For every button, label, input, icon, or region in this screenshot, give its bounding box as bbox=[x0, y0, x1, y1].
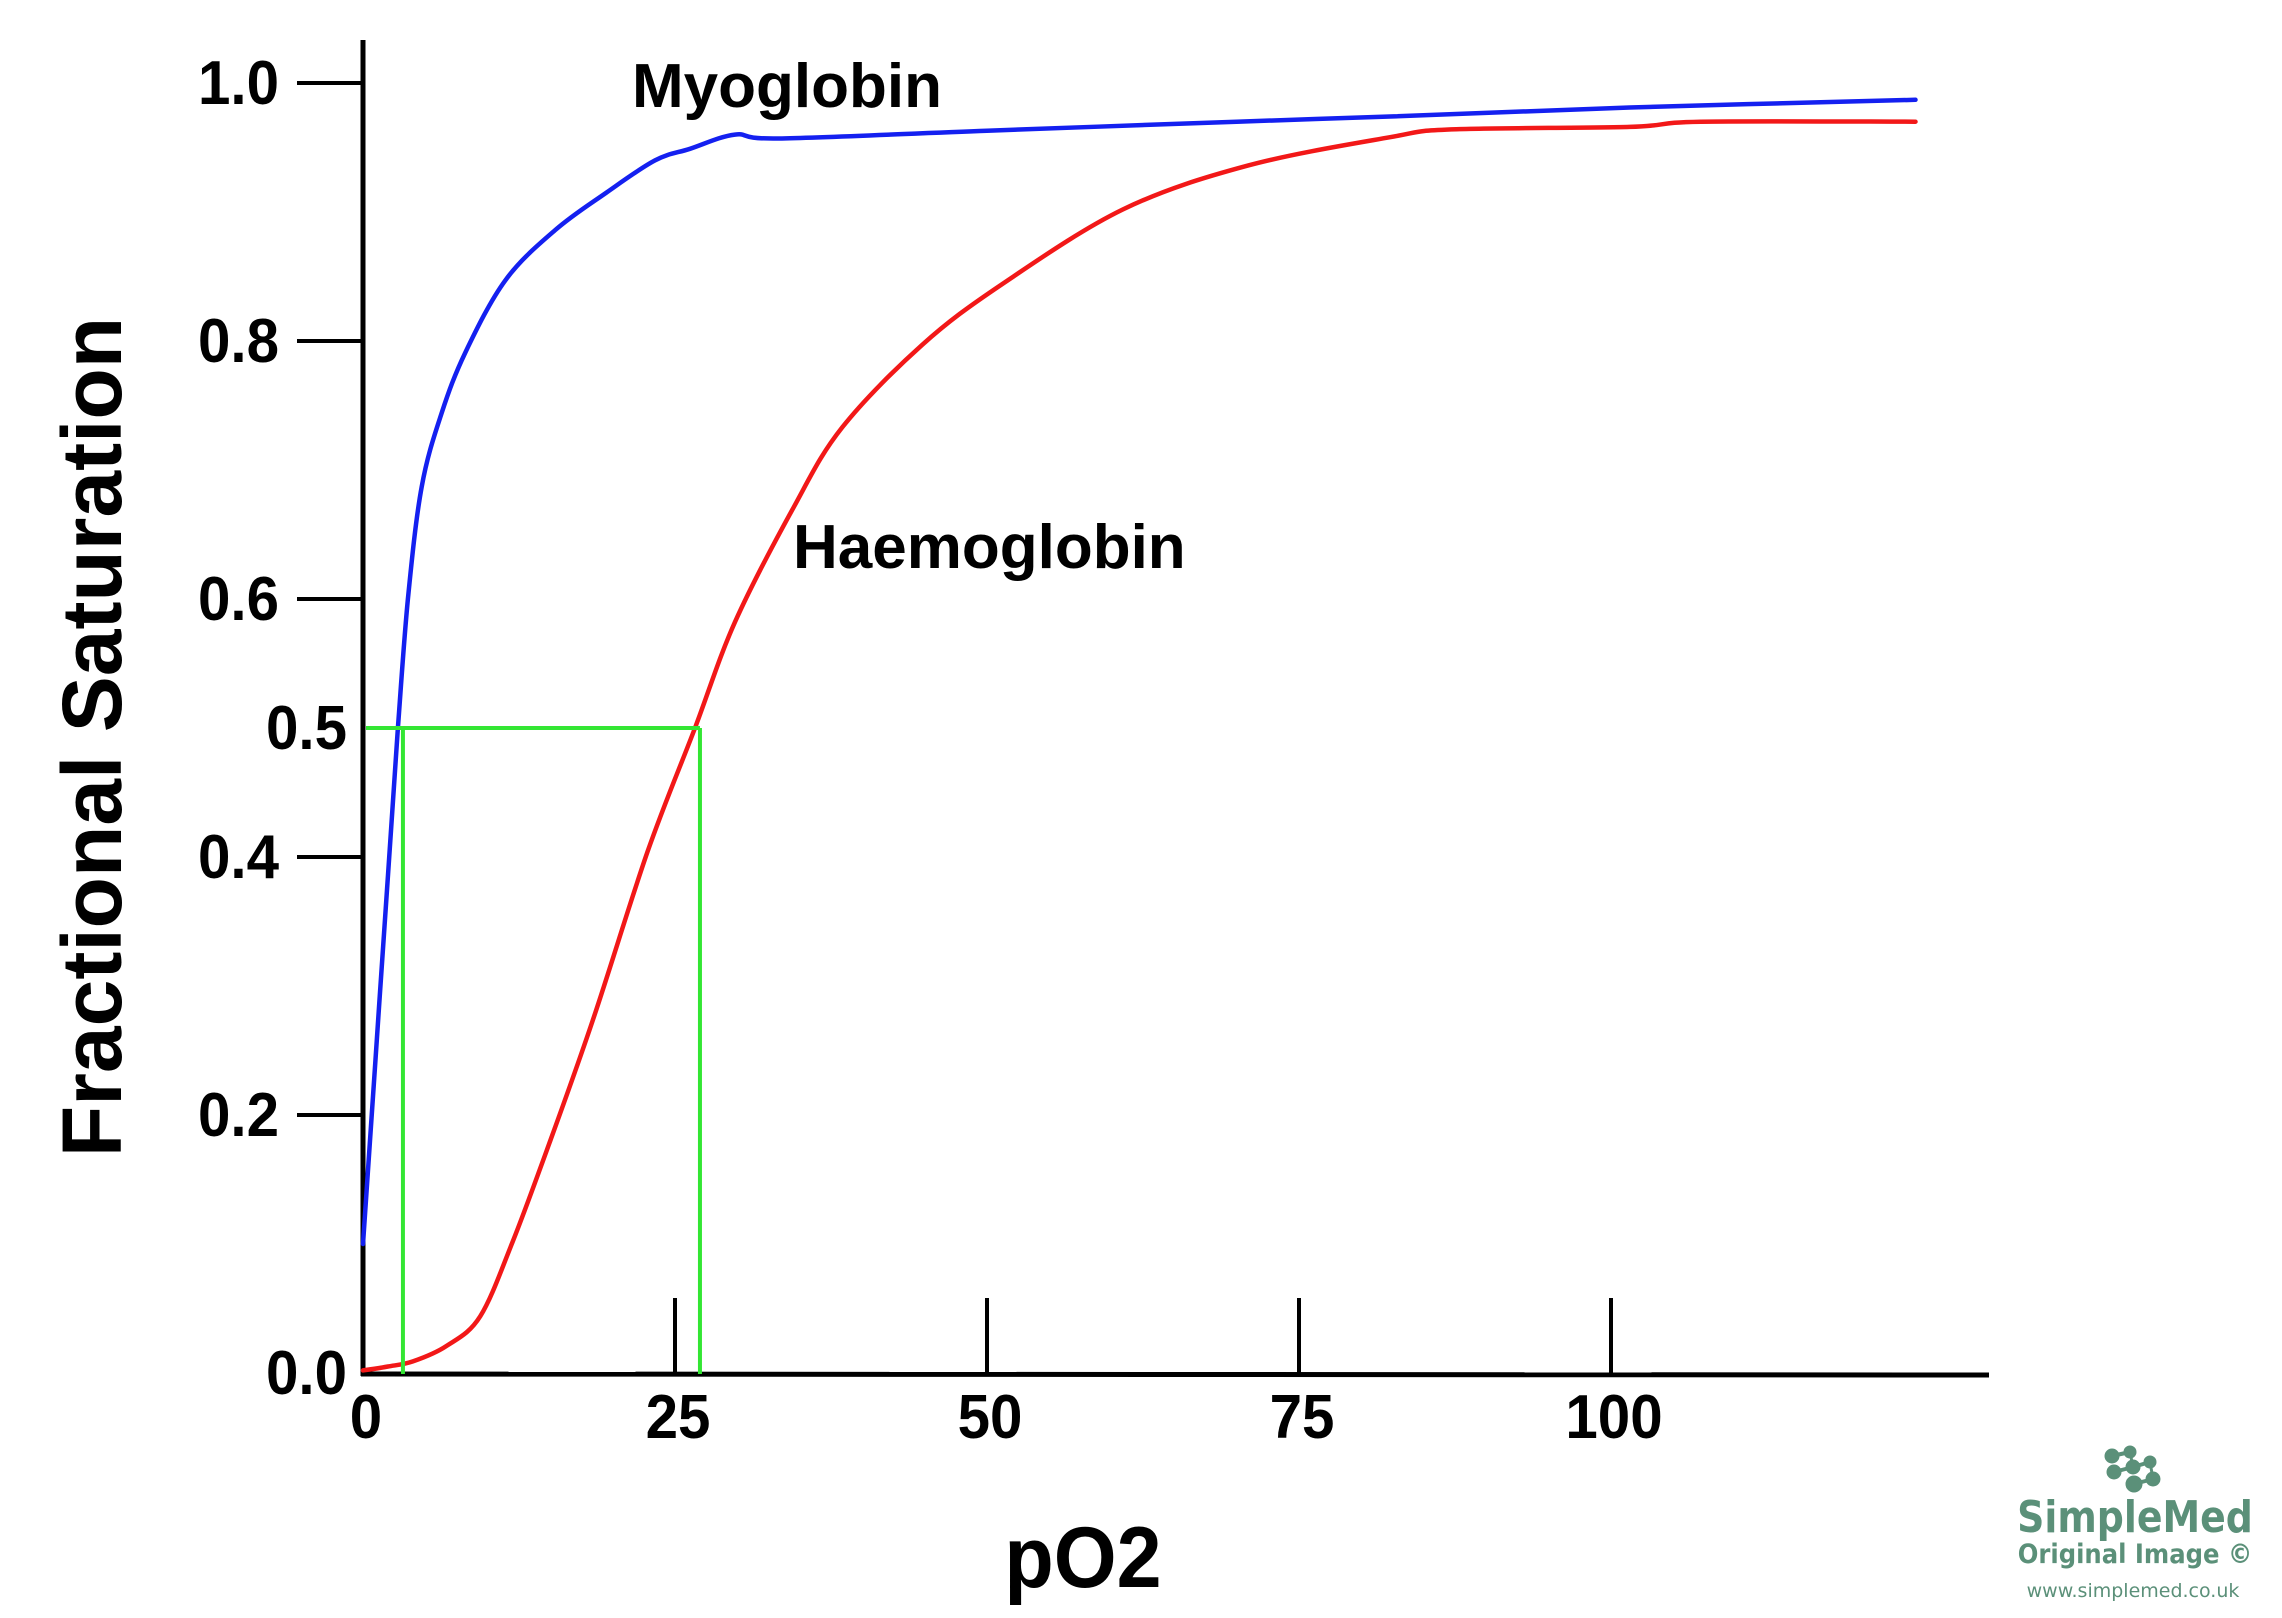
molecule-logo-icon bbox=[2104, 1445, 2161, 1493]
y-tick-label: 0.0 bbox=[266, 1338, 347, 1407]
series-lines bbox=[360, 97, 1918, 1373]
simplemed-watermark: SimpleMed Original Image © www.simplemed… bbox=[2017, 1445, 2253, 1602]
watermark-subtitle: Original Image © bbox=[2018, 1539, 2252, 1571]
watermark-url: www.simplemed.co.uk bbox=[2027, 1580, 2240, 1602]
x-axis-label: pO2 bbox=[1004, 1509, 1161, 1606]
watermark-brand: SimpleMed bbox=[2017, 1491, 2253, 1542]
y-tick-label: 0.8 bbox=[198, 306, 279, 375]
series-line-myoglobin bbox=[360, 97, 1918, 1247]
y-tick-label: 0.4 bbox=[198, 822, 280, 891]
x-tick-label: 50 bbox=[958, 1382, 1023, 1451]
y-tick-label: 0.2 bbox=[198, 1080, 279, 1149]
x-tick-label: 0 bbox=[350, 1382, 382, 1451]
y-axis-label: Fractional Saturation bbox=[45, 317, 139, 1157]
reference-lines bbox=[366, 726, 702, 1374]
x-tick-label: 75 bbox=[1270, 1382, 1335, 1451]
y-tick-label: 0.6 bbox=[198, 564, 279, 633]
axes bbox=[297, 40, 1990, 1378]
y-tick-label: 1.0 bbox=[198, 48, 279, 117]
x-axis-line bbox=[360, 1371, 1990, 1378]
x-tick-label: 100 bbox=[1565, 1382, 1662, 1451]
y-tick-label: 0.5 bbox=[266, 693, 347, 762]
series-label-myoglobin: Myoglobin bbox=[632, 52, 942, 121]
series-line-haemoglobin bbox=[360, 119, 1918, 1373]
tick-labels: 0 25 50 75 100 0.0 0.2 0.4 0.5 0.6 0.8 1.0 bbox=[198, 48, 1663, 1451]
series-label-haemoglobin: Haemoglobin bbox=[793, 513, 1186, 582]
x-tick-label: 25 bbox=[646, 1382, 711, 1451]
